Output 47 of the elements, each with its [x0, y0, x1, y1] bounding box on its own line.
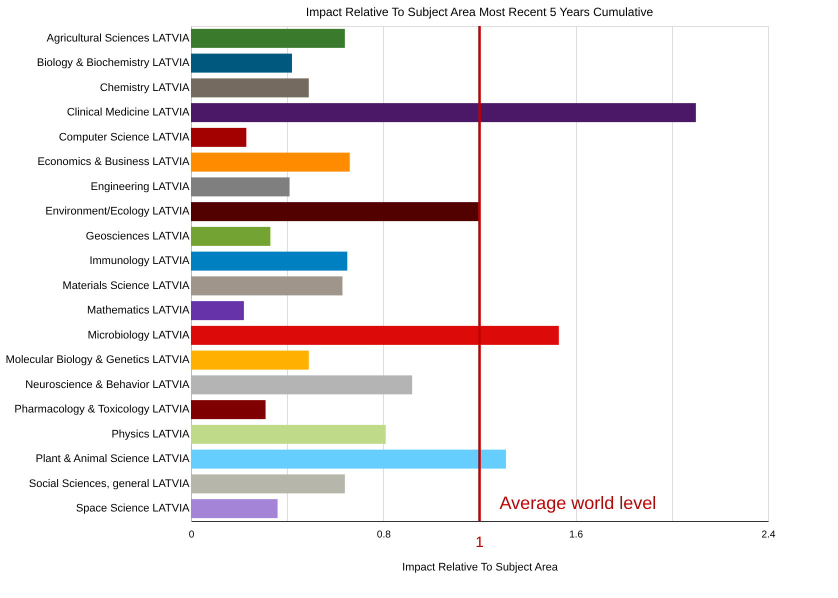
y-tick-label: Economics & Business LATVIA: [37, 156, 190, 168]
chart-title: Impact Relative To Subject Area Most Recent 5 Years Cumulative: [306, 4, 654, 19]
x-tick-label: 0: [188, 530, 195, 540]
x-tick-label: 0.8: [376, 530, 392, 540]
bar: [191, 177, 290, 196]
bar: [191, 474, 345, 494]
bar: [191, 252, 348, 271]
bar: [191, 152, 350, 172]
y-tick-label: Neuroscience & Behavior LATVIA: [25, 378, 190, 391]
y-tick-label: Biology & Biochemistry LATVIA: [36, 57, 190, 70]
y-tick-label: Mathematics LATVIA: [87, 304, 190, 317]
bar: [191, 276, 342, 296]
ref-line-label: 1: [475, 534, 484, 551]
y-tick-label: Environment/Ecology LATVIA: [45, 206, 190, 218]
y-tick-label: Space Science LATVIA: [76, 502, 190, 515]
bar: [191, 424, 386, 444]
bar: [191, 226, 270, 246]
bar: [191, 450, 506, 469]
y-tick-label: Geosciences LATVIA: [86, 230, 190, 242]
bar: [191, 499, 278, 518]
x-tick-label: 2.4: [762, 530, 776, 540]
bar: [191, 400, 266, 420]
y-tick-label: Physics LATVIA: [111, 428, 190, 440]
y-tick-label: Materials Science LATVIA: [62, 280, 190, 292]
y-tick-label: Microbiology LATVIA: [88, 329, 190, 342]
bar: [191, 326, 559, 345]
y-tick-label: Agricultural Sciences LATVIA: [46, 32, 190, 44]
annotation: Average world level: [500, 493, 656, 513]
bar: [191, 350, 309, 370]
bar: [191, 301, 244, 320]
y-tick-label: Clinical Medicine LATVIA: [66, 106, 190, 119]
y-tick-label: Engineering LATVIA: [90, 180, 190, 193]
y-tick-label: Immunology LATVIA: [89, 255, 190, 268]
x-tick-label: 1.6: [569, 530, 584, 540]
bar: [191, 202, 480, 222]
bar: [191, 54, 292, 73]
y-tick-label: Chemistry LATVIA: [100, 82, 190, 94]
bar: [191, 78, 309, 98]
y-tick-label: Plant & Animal Science LATVIA: [36, 453, 190, 466]
bar: [191, 103, 696, 122]
x-axis-title: Impact Relative To Subject Area: [402, 562, 559, 574]
y-tick-label: Pharmacology & Toxicology LATVIA: [14, 404, 190, 416]
y-tick-label: Computer Science LATVIA: [58, 131, 190, 144]
y-tick-label: Social Sciences, general LATVIA: [28, 478, 190, 490]
y-tick-label: Molecular Biology & Genetics LATVIA: [6, 354, 190, 366]
bar: [191, 128, 246, 147]
bar: [191, 28, 345, 48]
